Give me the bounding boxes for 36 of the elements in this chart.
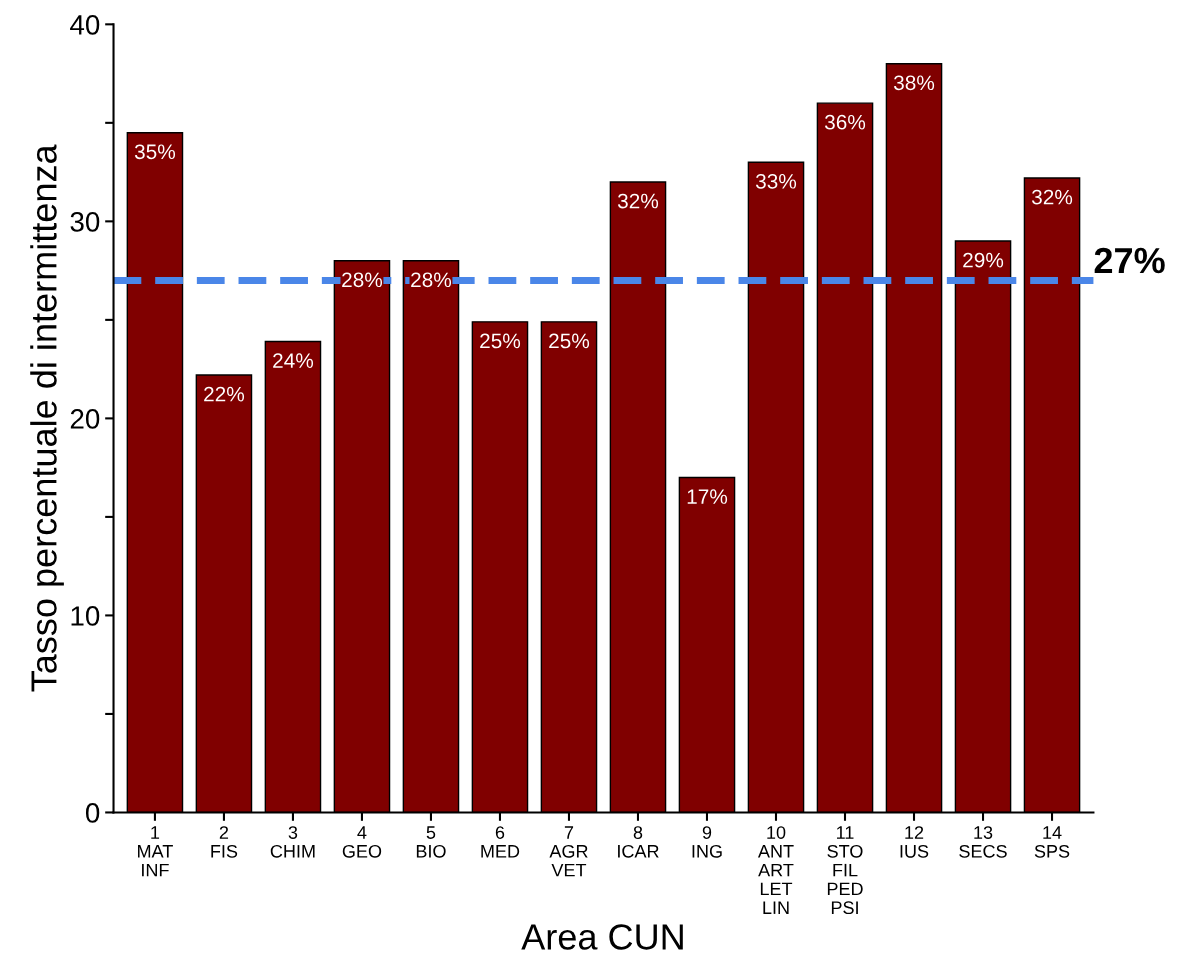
data-label: 38% [893,75,935,91]
data-label: 32% [617,193,659,209]
y-tick-label: 40 [70,14,100,35]
x-tick-label: 5 BIO [416,826,446,858]
x-tick-label: 11 STO FIL PED PSI [827,826,863,915]
ref-line-label: 27% [1094,247,1165,274]
x-tick-label: 1 MAT INF [138,826,173,877]
x-tick-label: 8 ICAR [618,826,659,858]
x-tick-label: 7 AGR VET [549,826,588,877]
x-tick-label: 12 IUS [900,826,929,858]
data-label: 28% [411,272,452,288]
x-tick-label: 4 GEO [342,826,382,858]
data-label: 24% [273,353,314,368]
y-tick-label: 30 [70,212,100,232]
x-axis-title: Area CUN [521,924,683,950]
x-tick-label: 2 FIS [211,826,238,858]
data-label: 33% [755,173,797,189]
data-label: 17% [687,489,728,504]
x-tick-label: 10 ANT ART LET LIN [757,826,794,914]
y-tick-label: 10 [71,606,100,626]
y-tick-label: 0 [85,803,100,823]
y-tick-label: 20 [70,409,100,429]
data-label: 25% [480,333,521,349]
y-axis-title: Tasso percentuale di intermittenza [30,144,64,692]
data-label: 28% [342,272,383,288]
data-label: 35% [134,144,176,160]
data-label: 36% [824,114,866,130]
data-label: 22% [204,386,245,402]
x-tick-label: 3 CHIM [270,826,315,858]
x-tick-label: 14 SPS [1034,826,1070,858]
data-label: 29% [963,252,1004,268]
x-tick-label: 13 SECS [959,826,1007,858]
data-label: 32% [1031,189,1073,205]
data-label: 25% [549,333,590,349]
x-tick-label: 9 ING [692,826,722,858]
x-tick-label: 6 MED [481,826,520,858]
